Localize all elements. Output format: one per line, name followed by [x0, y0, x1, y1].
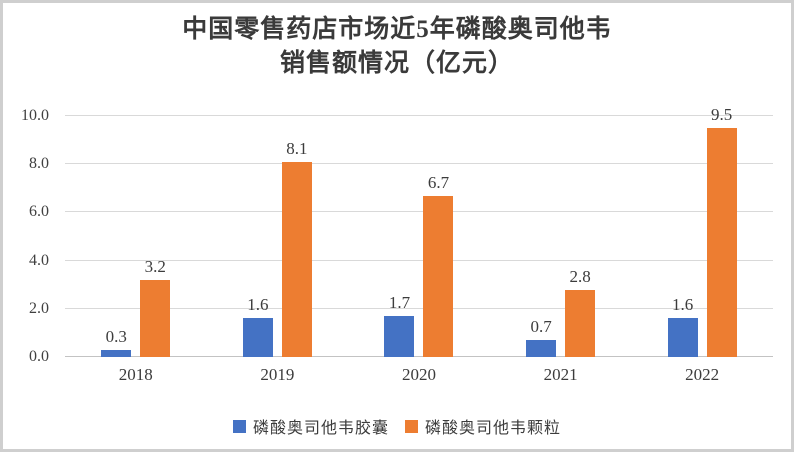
bar-col: 9.5	[706, 105, 737, 357]
bar-series1-2020	[384, 316, 415, 357]
bar-series1-2021	[526, 340, 557, 357]
bar-col: 0.7	[526, 317, 557, 357]
bar-group-2020: 1.7 6.7	[348, 116, 490, 357]
legend-label-granule: 磷酸奥司他韦颗粒	[425, 420, 562, 437]
bar-series1-2022	[667, 318, 698, 357]
y-axis: 0.0 2.0 4.0 6.0 8.0 10.0	[3, 107, 55, 365]
bar-col: 2.8	[565, 266, 596, 357]
chart-title-line-1: 中国零售药店市场近5年磷酸奥司他韦	[182, 16, 612, 43]
bar-series2-2020	[423, 195, 454, 357]
bar-value-label: 1.7	[388, 293, 411, 313]
bar-groups: 0.3 3.2 1.6 8.1 1.7 6.7 0.7 2.8 1.6 9.5	[65, 105, 773, 357]
bar-series2-2019	[281, 161, 312, 357]
bar-group-2018: 0.3 3.2	[65, 116, 207, 357]
bar-group-2021: 0.7 2.8	[490, 116, 632, 357]
bar-value-label: 6.7	[427, 172, 450, 192]
chart-title: 中国零售药店市场近5年磷酸奥司他韦 销售额情况（亿元）	[3, 13, 791, 81]
x-axis-line	[65, 356, 773, 357]
bar-value-label: 3.2	[144, 256, 166, 276]
y-axis-tick-label: 10.0	[21, 107, 49, 124]
y-axis-tick-label: 2.0	[29, 299, 49, 317]
bar-series2-2018	[140, 279, 171, 357]
bar-value-label: 1.6	[672, 295, 694, 315]
bar-col: 6.7	[423, 172, 454, 357]
gridline	[65, 115, 773, 116]
gridline	[65, 259, 773, 261]
bar-col: 1.6	[242, 295, 273, 357]
legend-swatch-capsule-icon	[232, 419, 246, 433]
y-axis-tick-label: 0.0	[29, 348, 49, 365]
bar-value-label: 8.1	[286, 138, 308, 158]
x-axis: 2018 2019 2020 2021 2022	[65, 365, 773, 385]
chart-title-line-2: 销售额情况（亿元）	[279, 50, 514, 77]
bar-col: 1.7	[384, 293, 415, 357]
legend-swatch-granule-icon	[405, 419, 418, 433]
bar-value-label: 0.3	[105, 326, 127, 346]
gridline	[65, 163, 773, 165]
gridline	[65, 211, 773, 213]
gridline	[65, 307, 773, 309]
bar-series1-2019	[242, 318, 273, 357]
x-axis-tick-label: 2020	[401, 365, 436, 384]
bar-col: 3.2	[140, 256, 171, 357]
y-axis-tick-label: 4.0	[29, 251, 49, 269]
bar-group-2022: 1.6 9.5	[631, 105, 773, 357]
bar-col: 8.1	[281, 138, 312, 357]
bar-series2-2022	[706, 128, 737, 357]
x-axis-tick-label: 2022	[685, 365, 720, 384]
y-axis-tick-label: 6.0	[29, 203, 49, 221]
bar-value-label: 2.8	[569, 266, 591, 286]
bar-value-label: 1.6	[247, 295, 269, 315]
x-axis-tick-label: 2018	[118, 365, 153, 384]
bar-col: 1.6	[667, 295, 698, 357]
legend-item-granule: 磷酸奥司他韦颗粒	[405, 414, 561, 438]
bar-value-label: 9.5	[711, 105, 733, 125]
bar-series2-2021	[565, 289, 596, 357]
legend-label-capsule: 磷酸奥司他韦胶囊	[252, 420, 389, 437]
y-axis-tick-label: 8.0	[29, 155, 49, 173]
plot-area: 0.3 3.2 1.6 8.1 1.7 6.7 0.7 2.8 1.6 9.5	[65, 105, 773, 357]
x-axis-tick-label: 2021	[543, 365, 578, 384]
bar-group-2019: 1.6 8.1	[207, 116, 349, 357]
bar-series1-2018	[101, 349, 132, 357]
legend-item-capsule: 磷酸奥司他韦胶囊	[232, 414, 389, 438]
bar-col: 0.3	[101, 326, 132, 357]
legend: 磷酸奥司他韦胶囊 磷酸奥司他韦颗粒	[3, 414, 791, 438]
x-axis-tick-label: 2019	[260, 365, 295, 384]
bar-value-label: 0.7	[530, 317, 552, 337]
